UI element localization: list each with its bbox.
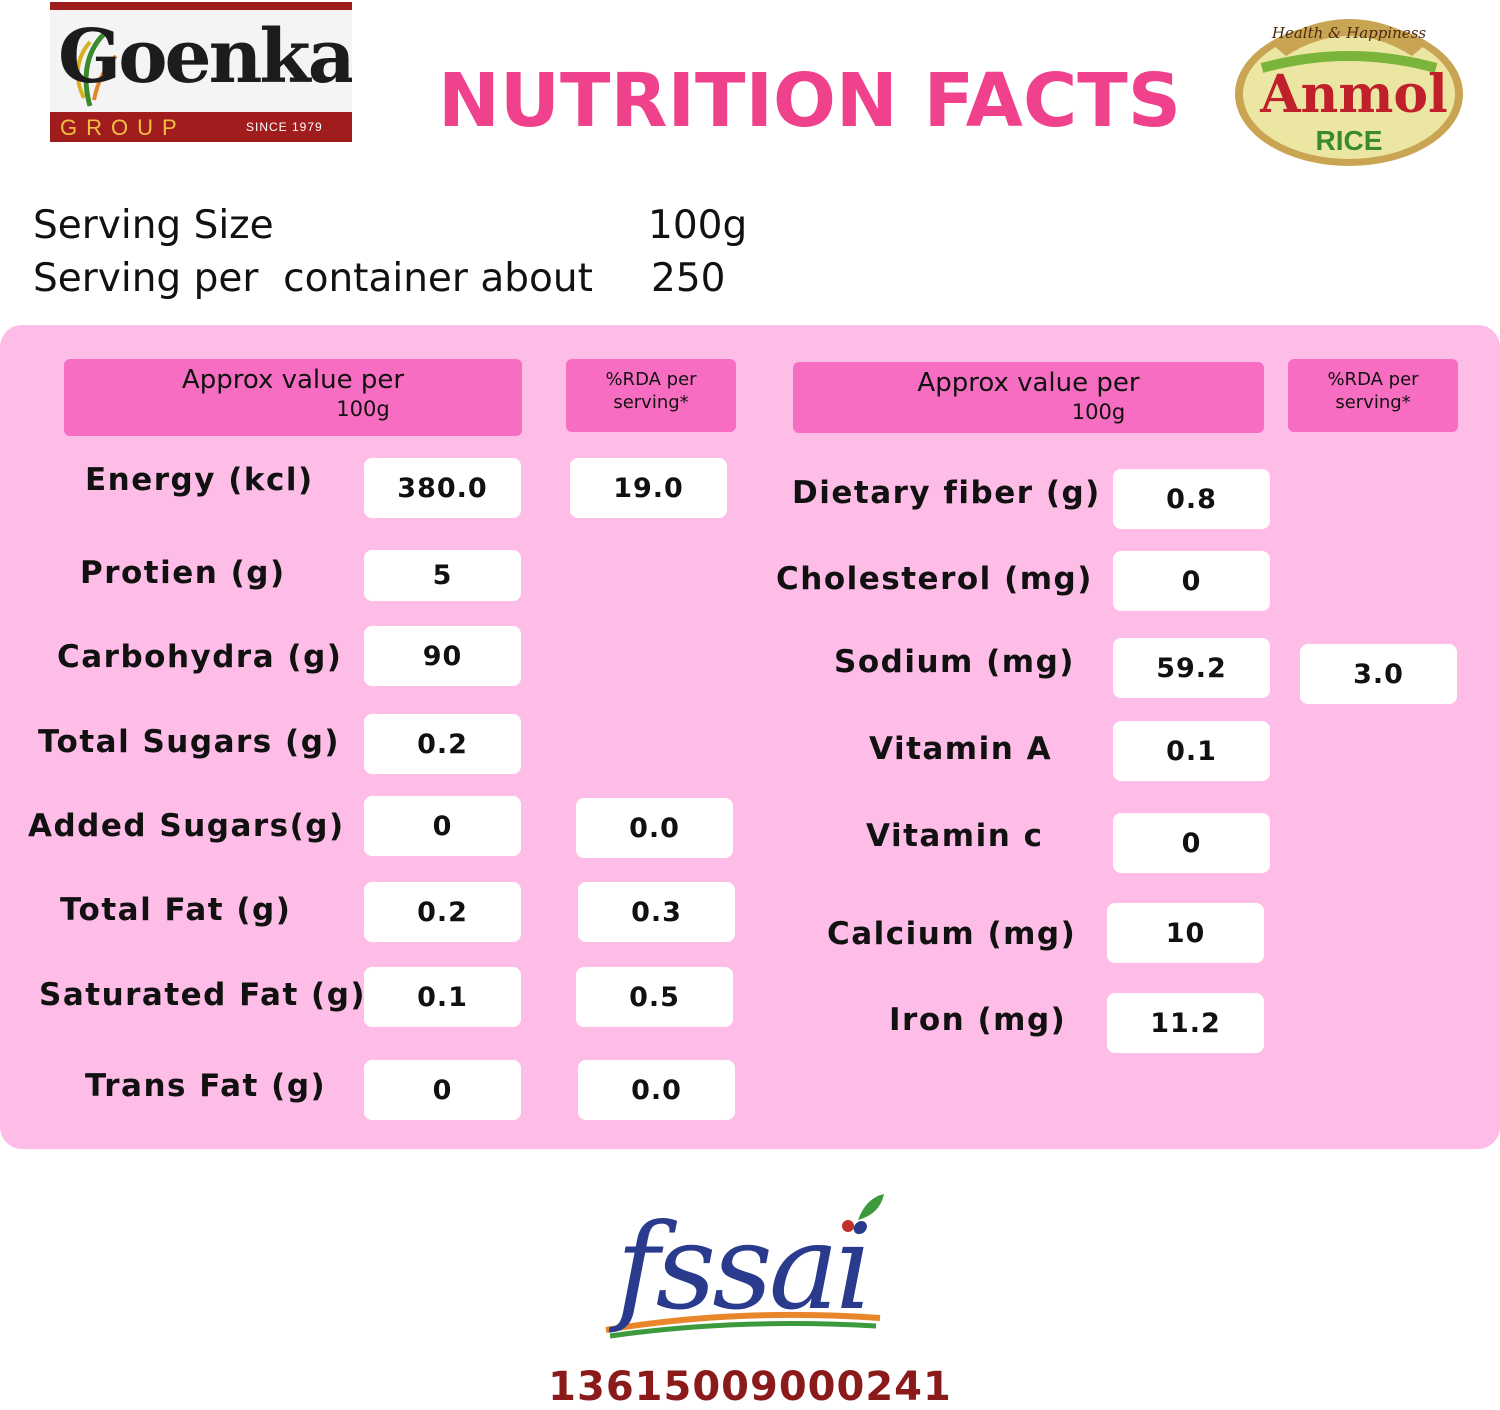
nutrient-label: Vitamin c	[866, 818, 1044, 854]
nutrient-value: 5	[364, 550, 521, 601]
nutrient-value: 0.8	[1113, 469, 1270, 529]
nutrient-label: Cholesterol (mg)	[776, 561, 1093, 597]
leaf-icon	[858, 1194, 884, 1220]
nutrient-value: 0	[1113, 813, 1270, 873]
anmol-rice-logo: Health & Happiness Anmol RICE	[1235, 19, 1463, 166]
nutrient-value: 0	[364, 1060, 521, 1120]
nutrient-value: 11.2	[1107, 993, 1264, 1053]
nutrient-label: Energy (kcl)	[85, 462, 314, 498]
header-rda-right: %RDA per serving*	[1288, 359, 1458, 432]
nutrient-value: 10	[1107, 903, 1264, 963]
nutrient-value: 59.2	[1113, 638, 1270, 698]
logo-band	[50, 112, 352, 142]
anmol-tagline: Health & Happiness	[1271, 24, 1427, 42]
nutrient-value: 0.1	[1113, 721, 1270, 781]
fssai-logo: fssai	[605, 1194, 884, 1339]
header-approx-left: Approx value per 100g	[64, 359, 522, 436]
nutrient-rda: 19.0	[570, 458, 727, 518]
nutrient-rda: 0.0	[578, 1060, 735, 1120]
nutrient-label: Dietary fiber (g)	[792, 475, 1101, 511]
nutrient-label: Carbohydra (g)	[57, 639, 343, 675]
nutrient-value: 0.2	[364, 714, 521, 774]
serving-size-value: 100g	[648, 203, 748, 248]
logo-top-bar	[50, 2, 352, 10]
servings-per-container-value: 250	[651, 256, 726, 301]
nutrient-rda: 3.0	[1300, 644, 1457, 704]
nutrient-label: Trans Fat (g)	[85, 1068, 327, 1104]
nutrient-label: Protien (g)	[80, 555, 286, 591]
nutrient-label: Calcium (mg)	[827, 916, 1077, 952]
nutrient-label: Vitamin A	[869, 731, 1053, 767]
header-approx-right: Approx value per 100g	[793, 362, 1264, 433]
nutrient-value: 0	[1113, 551, 1270, 611]
nutrient-value: 380.0	[364, 458, 521, 518]
servings-per-container-label: Serving per container about	[33, 256, 593, 301]
header-rda-left: %RDA per serving*	[566, 359, 736, 432]
nutrient-value: 0.2	[364, 882, 521, 942]
wheat-icon	[75, 32, 118, 107]
nutrient-label: Total Sugars (g)	[38, 724, 341, 760]
nutrient-value: 0	[364, 796, 521, 856]
goenka-since-text: SINCE 1979	[246, 120, 323, 134]
nutrient-rda: 0.5	[576, 967, 733, 1027]
goenka-wordmark: Goenka	[58, 14, 352, 100]
nutrient-value: 0.1	[364, 967, 521, 1027]
nutrient-label: Saturated Fat (g)	[39, 977, 367, 1013]
nutrient-rda: 0.3	[578, 882, 735, 942]
nutrient-label: Added Sugars(g)	[28, 808, 345, 844]
nutrient-label: Iron (mg)	[889, 1002, 1067, 1038]
anmol-wordmark: Anmol	[1259, 64, 1448, 125]
fssai-wordmark: fssai	[608, 1198, 869, 1336]
goenka-group-text: GROUP	[60, 115, 186, 140]
nutrient-rda: 0.0	[576, 798, 733, 858]
anmol-rice-text: RICE	[1316, 125, 1383, 156]
seed-icon	[842, 1220, 854, 1232]
nutrient-value: 90	[364, 626, 521, 686]
page-title: NUTRITION FACTS	[438, 58, 1182, 144]
nutrient-label: Sodium (mg)	[834, 644, 1075, 680]
goenka-group-logo: Goenka GROUP SINCE 1979	[50, 2, 352, 142]
serving-size-label: Serving Size	[33, 203, 274, 248]
fssai-license-number: 13615009000241	[548, 1364, 952, 1410]
nutrient-label: Total Fat (g)	[60, 892, 292, 928]
